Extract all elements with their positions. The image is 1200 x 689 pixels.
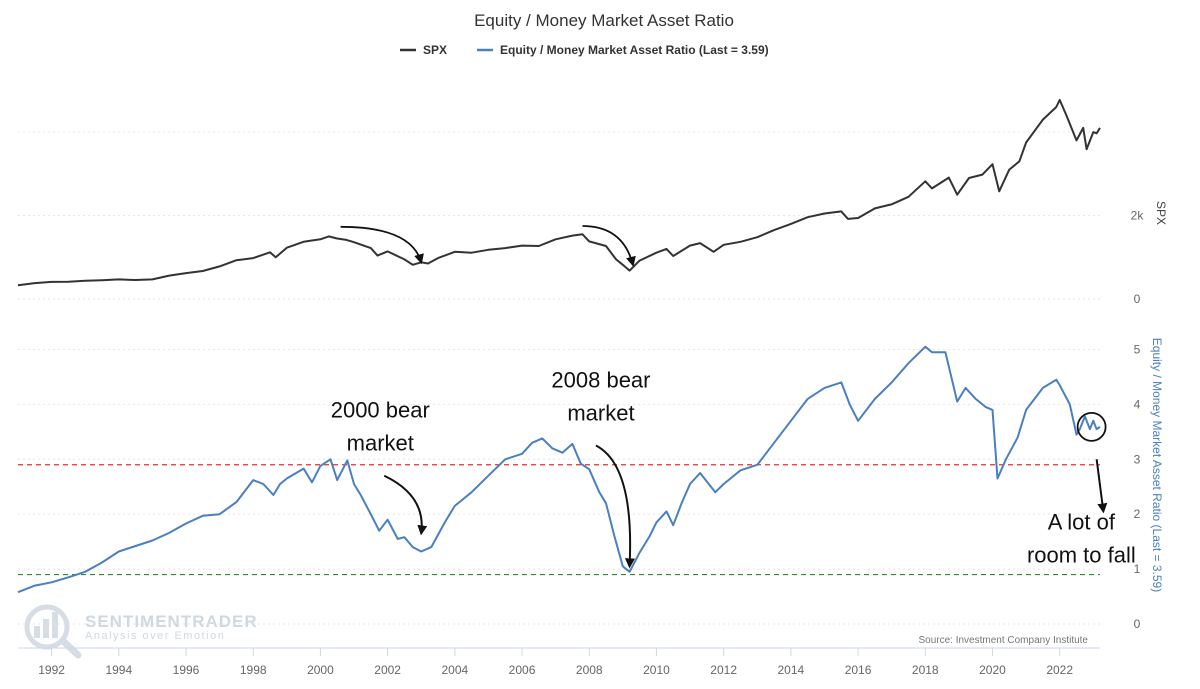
watermark-tagline: Analysis over Emotion	[85, 630, 225, 642]
annotation-arrow	[1095, 459, 1108, 514]
legend-label-ratio: Equity / Money Market Asset Ratio (Last …	[500, 43, 769, 57]
chart-title: Equity / Money Market Asset Ratio	[474, 11, 734, 30]
ratio-tick-label: 1	[1134, 562, 1141, 576]
annotation-text: 2000 bear	[331, 398, 430, 423]
ratio-tick-label: 5	[1134, 342, 1141, 356]
annotation-text: market	[347, 431, 414, 456]
watermark-name: SENTIMENTRADER	[85, 612, 258, 631]
legend: SPX Equity / Money Market Asset Ratio (L…	[400, 43, 769, 57]
x-tick-label: 2002	[374, 663, 401, 677]
spx-axis-title: SPX	[1154, 201, 1168, 225]
x-tick-label: 1994	[105, 663, 132, 677]
x-tick-label: 2018	[912, 663, 939, 677]
spx-tick-label: 0	[1134, 292, 1141, 306]
ratio-tick-label: 4	[1134, 397, 1141, 411]
x-tick-label: 2014	[778, 663, 805, 677]
ratio-series-line	[17, 345, 1101, 594]
x-tick-label: 2000	[307, 663, 334, 677]
annotation-text: market	[567, 401, 634, 426]
annotation-text: room to fall	[1027, 542, 1136, 567]
source-note: Source: Investment Company Institute	[918, 635, 1088, 646]
legend-label-spx: SPX	[423, 43, 447, 57]
highlight-circle	[1076, 411, 1107, 442]
x-tick-label: 2016	[845, 663, 872, 677]
annotation-arrow	[383, 474, 428, 536]
spx-tick-label: 2k	[1131, 209, 1145, 223]
annotation-text: A lot of	[1048, 509, 1116, 534]
x-tick-label: 2008	[576, 663, 603, 677]
annotation-text: 2008 bear	[551, 368, 650, 393]
annotation-arrow	[582, 225, 636, 267]
x-tick-label: 1992	[38, 663, 65, 677]
x-tick-label: 2010	[643, 663, 670, 677]
x-tick-label: 2012	[710, 663, 737, 677]
annotation-arrow	[595, 444, 635, 569]
ratio-axis-title: Equity / Money Market Asset Ratio (Last …	[1150, 338, 1164, 592]
x-tick-label: 2020	[979, 663, 1006, 677]
ratio-tick-label: 2	[1134, 507, 1141, 521]
x-tick-label: 2022	[1046, 663, 1073, 677]
spx-series-line	[17, 98, 1101, 287]
x-tick-label: 1998	[240, 663, 267, 677]
annotation-arrow	[340, 225, 424, 265]
x-tick-label: 1996	[173, 663, 200, 677]
ratio-tick-label: 3	[1134, 452, 1141, 466]
x-tick-label: 2004	[441, 663, 468, 677]
sentimentrader-watermark: SENTIMENTRADER Analysis over Emotion	[24, 604, 258, 659]
x-tick-label: 2006	[509, 663, 536, 677]
ratio-tick-label: 0	[1134, 617, 1141, 631]
